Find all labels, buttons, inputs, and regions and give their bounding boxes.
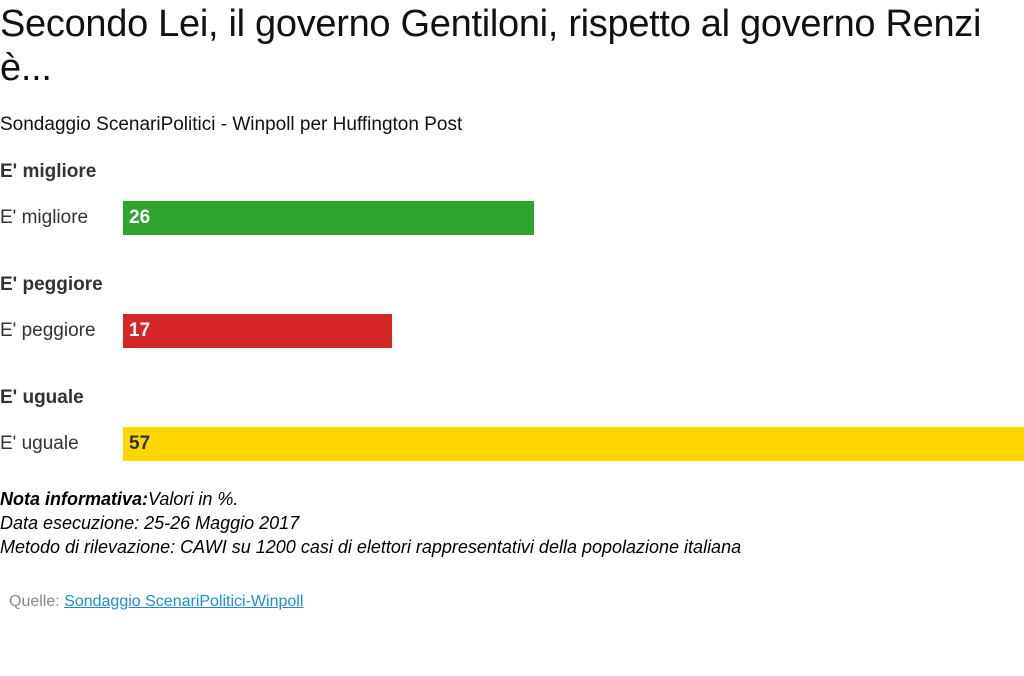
source-label: Quelle: [9, 593, 60, 610]
notes-units: Valori in %. [148, 489, 239, 509]
group-heading: E' uguale [0, 387, 84, 408]
source-link[interactable]: Sondaggio ScenariPolitici-Winpoll [64, 593, 304, 610]
chart-subtitle: Sondaggio ScenariPolitici - Winpoll per … [0, 114, 463, 135]
bar-group: E' peggiore E' peggiore 17 [0, 263, 1024, 363]
bar [123, 427, 1024, 461]
category-label: E' migliore [0, 207, 89, 228]
notes-block: Nota informativa:Valori in %. Data esecu… [0, 487, 741, 559]
bar-value-label: 26 [129, 207, 151, 228]
source-line: Quelle: Sondaggio ScenariPolitici-Winpol… [9, 591, 303, 613]
bar [123, 314, 392, 348]
bar-group: E' uguale E' uguale 57 [0, 376, 1024, 476]
bar [123, 201, 534, 235]
bar-value-label: 17 [129, 320, 151, 341]
bar-value-label: 57 [129, 433, 151, 454]
notes-method: Metodo di rilevazione: CAWI su 1200 casi… [0, 537, 742, 557]
bar-chart: E' migliore E' migliore 26 E' peggiore E' pe… [0, 150, 1024, 470]
category-label: E' peggiore [0, 320, 96, 341]
group-heading: E' peggiore [0, 274, 103, 295]
notes-label: Nota informativa: [0, 489, 149, 509]
chart-title: Secondo Lei, il governo Gentiloni, rispe… [0, 3, 982, 89]
category-label: E' uguale [0, 433, 79, 454]
group-heading: E' migliore [0, 161, 97, 182]
notes-line-1: Nota informativa:Valori in %. [0, 487, 741, 511]
bar-group: E' migliore E' migliore 26 [0, 150, 1024, 250]
notes-date: Data esecuzione: 25-26 Maggio 2017 [0, 513, 300, 533]
